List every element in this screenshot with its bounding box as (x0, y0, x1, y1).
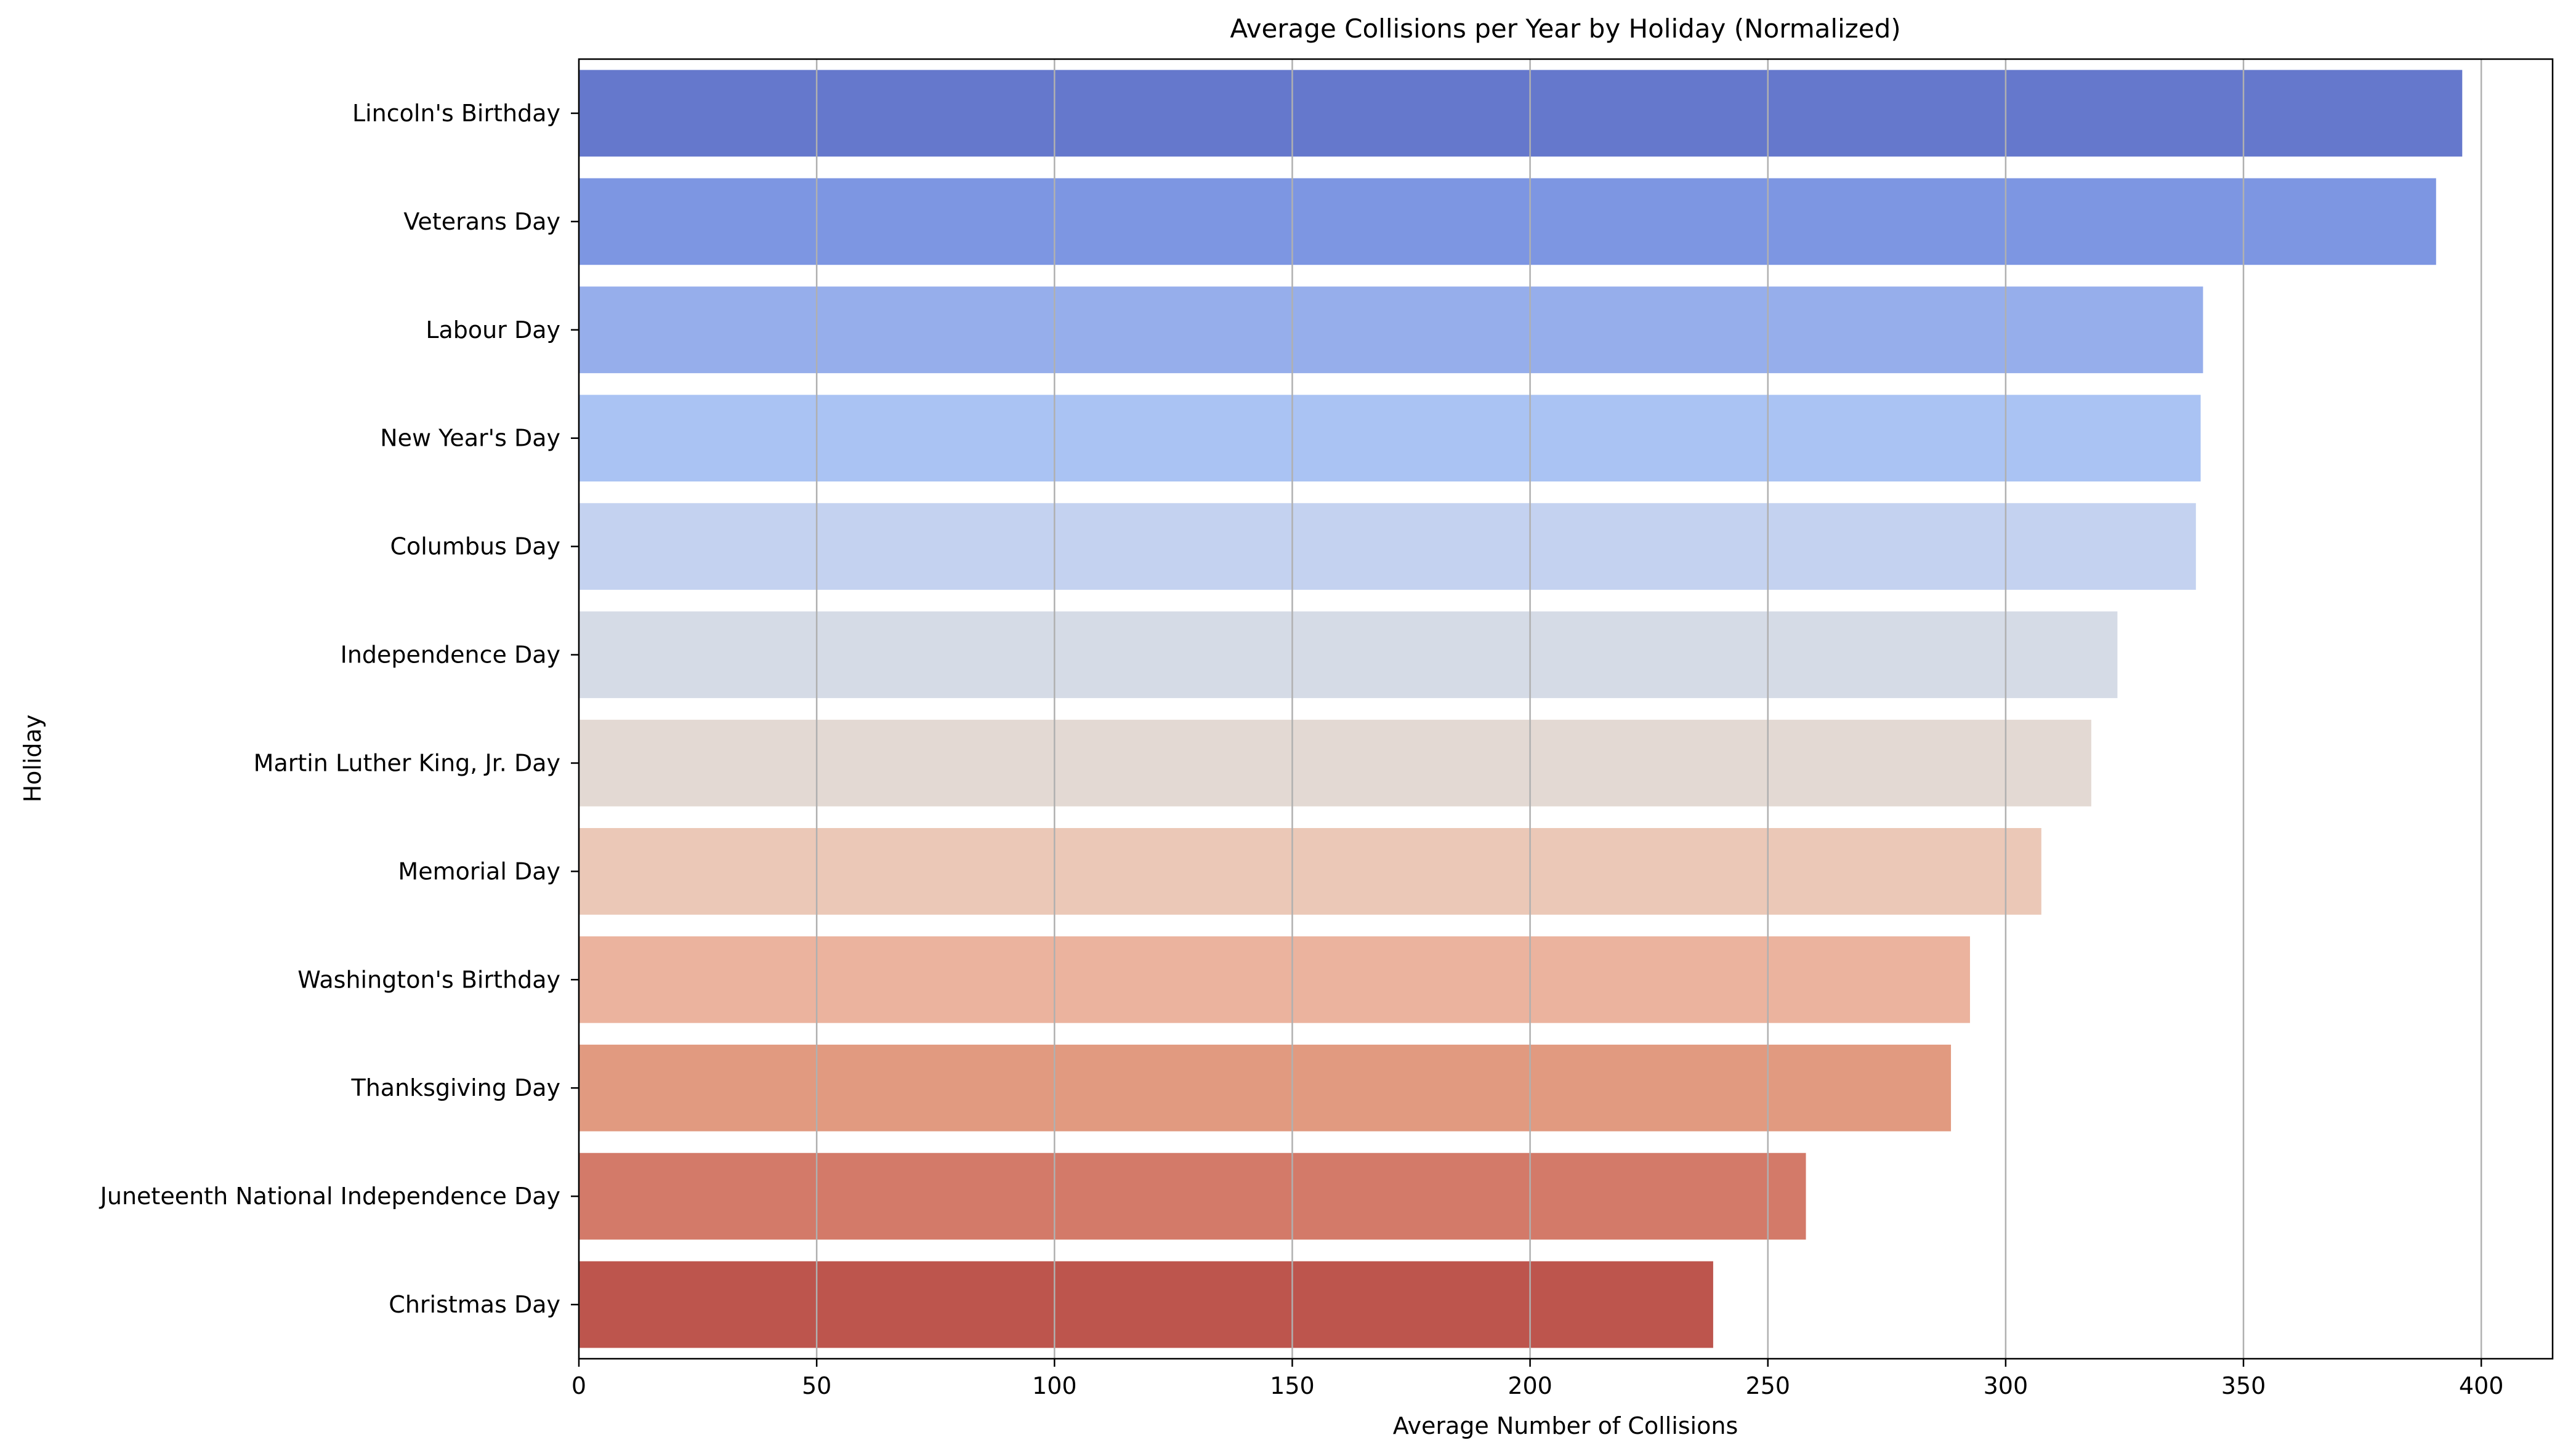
x-tick-label-4: 200 (1508, 1372, 1553, 1399)
x-axis-label: Average Number of Collisions (1393, 1412, 1738, 1439)
bar-1 (579, 178, 2436, 265)
bar-0 (579, 70, 2463, 157)
axes (571, 58, 2554, 1367)
x-tick-label-6: 300 (1984, 1372, 2029, 1399)
x-tick-label-3: 150 (1270, 1372, 1315, 1399)
x-tick-label-1: 50 (802, 1372, 831, 1399)
bar-6 (579, 720, 2091, 806)
x-tick-label-0: 0 (571, 1372, 586, 1399)
y-tick-label-11: Christmas Day (389, 1291, 560, 1318)
y-tick-label-6: Martin Luther King, Jr. Day (254, 749, 560, 776)
y-tick-label-1: Veterans Day (403, 208, 560, 235)
y-tick-label-0: Lincoln's Birthday (352, 100, 560, 127)
y-tick-label-9: Thanksgiving Day (350, 1074, 560, 1101)
bars (579, 70, 2463, 1348)
chart-title: Average Collisions per Year by Holiday (… (1230, 14, 1900, 44)
x-tick-label-2: 100 (1032, 1372, 1077, 1399)
x-tick-label-8: 400 (2459, 1372, 2504, 1399)
y-tick-label-5: Independence Day (341, 642, 560, 669)
grid-lines (578, 59, 2482, 1359)
x-tick-labels: 0 50 100 150 200 250 300 350 400 (571, 1372, 2504, 1399)
y-tick-label-7: Memorial Day (398, 858, 560, 885)
y-tick-label-8: Washington's Birthday (297, 966, 560, 993)
bar-7 (579, 828, 2041, 915)
bar-3 (579, 395, 2201, 482)
bar-8 (579, 936, 1970, 1023)
plot-frame (578, 58, 2554, 1360)
y-tick-label-10: Juneteenth National Independence Day (99, 1183, 560, 1210)
bar-10 (579, 1152, 1806, 1240)
y-tick-labels: Lincoln's Birthday Veterans Day Labour Day… (99, 100, 560, 1318)
x-tick-label-7: 350 (2221, 1372, 2266, 1399)
bar-2 (579, 286, 2203, 374)
y-axis-label: Holiday (19, 715, 46, 803)
y-tick-label-2: Labour Day (426, 316, 560, 344)
x-tick-label-5: 250 (1745, 1372, 1790, 1399)
y-tick-label-3: New Year's Day (380, 425, 560, 452)
bar-9 (579, 1044, 1952, 1132)
bar-5 (579, 611, 2118, 698)
y-tick-label-4: Columbus Day (390, 533, 560, 560)
bar-4 (579, 503, 2196, 590)
bar-11 (579, 1261, 1713, 1348)
